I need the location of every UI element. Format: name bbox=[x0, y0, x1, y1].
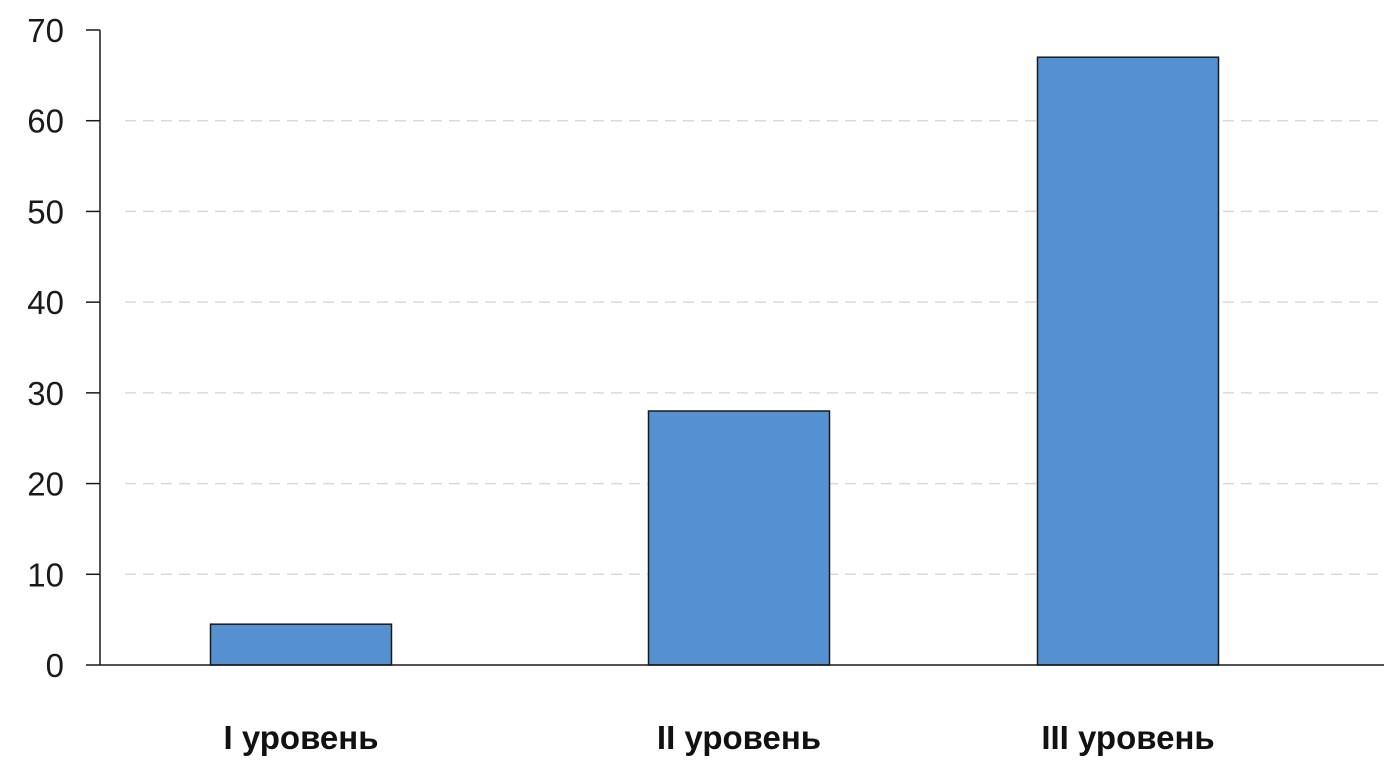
category-label: II уровень bbox=[657, 719, 821, 756]
y-tick-label: 60 bbox=[27, 103, 64, 140]
y-tick-label: 40 bbox=[27, 284, 64, 321]
category-labels: I уровень II уровень III уровень bbox=[224, 719, 1215, 756]
bar bbox=[647, 410, 831, 666]
y-tick-label: 20 bbox=[27, 466, 64, 503]
category-label: I уровень bbox=[224, 719, 379, 756]
y-tick-label: 0 bbox=[46, 647, 64, 684]
bars bbox=[209, 56, 1220, 666]
y-tick-labels: 0 10 20 30 40 50 60 70 bbox=[27, 12, 100, 684]
y-tick-label: 10 bbox=[27, 556, 64, 593]
bar bbox=[1036, 56, 1220, 666]
category-label: III уровень bbox=[1041, 719, 1214, 756]
y-tick-label: 50 bbox=[27, 193, 64, 230]
axes bbox=[99, 30, 1384, 666]
y-tick-label: 70 bbox=[27, 12, 64, 49]
bar bbox=[209, 623, 393, 666]
y-tick-label: 30 bbox=[27, 375, 64, 412]
